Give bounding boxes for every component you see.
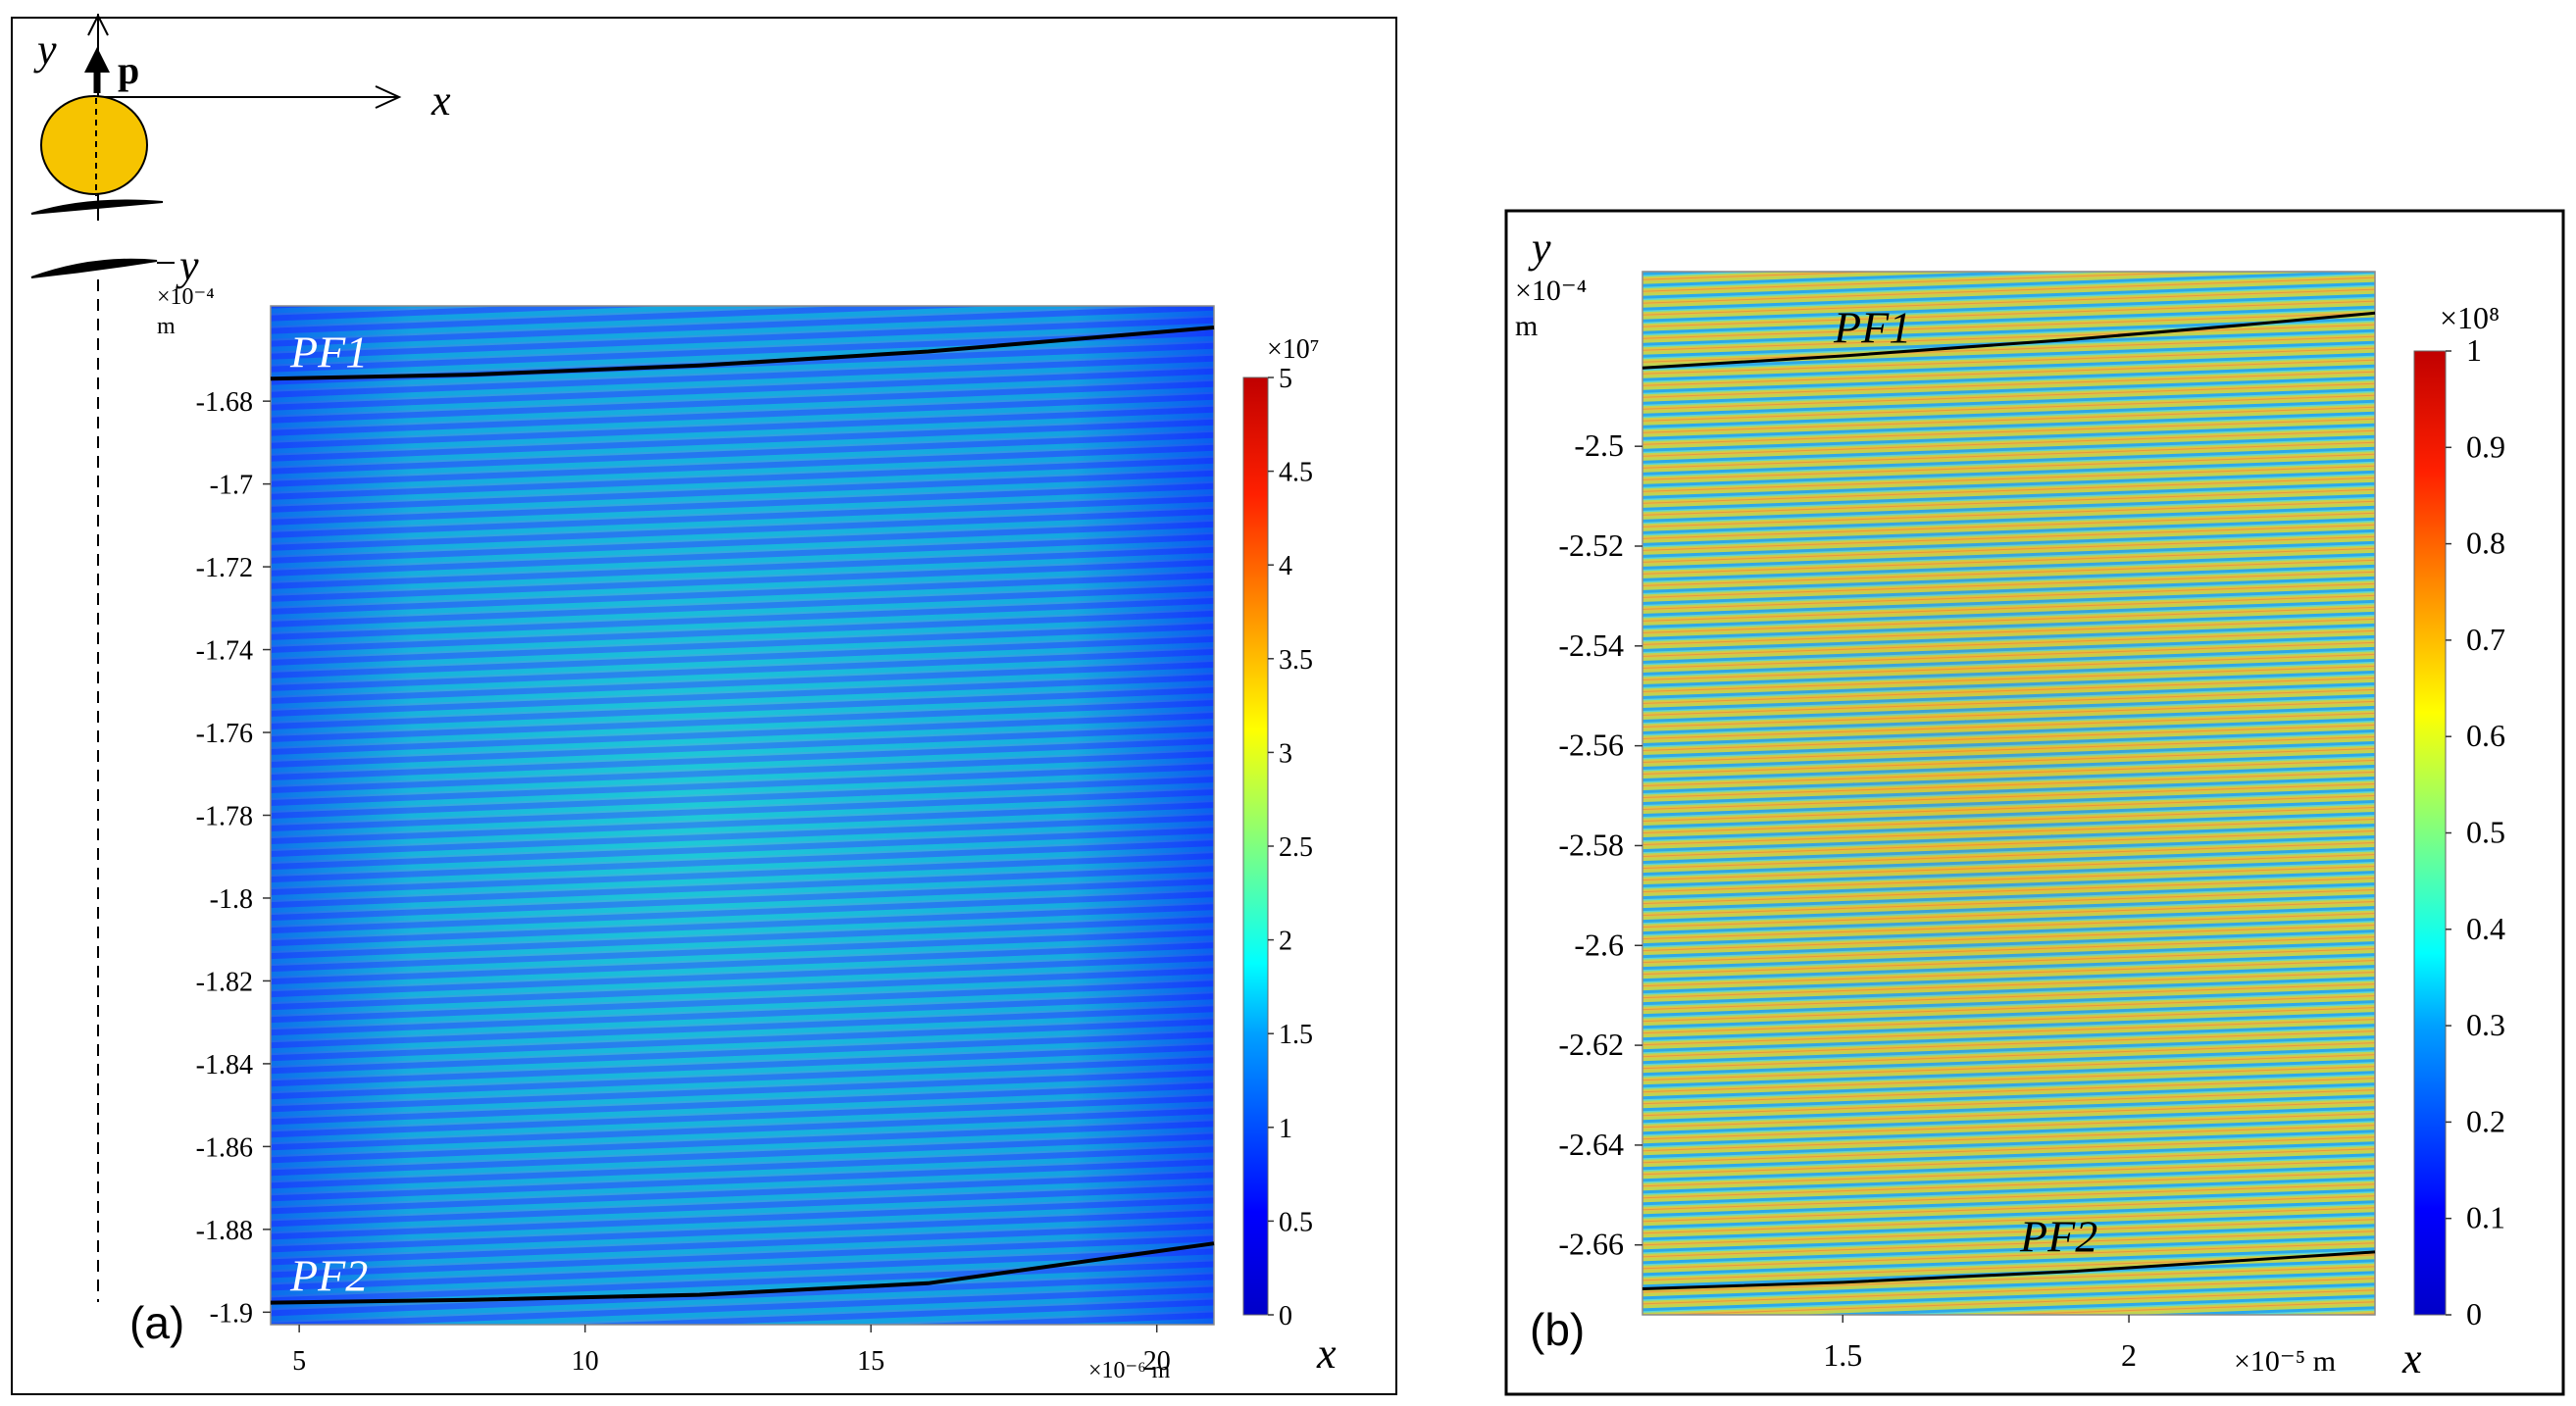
y-tick-label: -1.7 (210, 471, 253, 501)
x-tick-label: 2 (2121, 1337, 2137, 1373)
y-tick-label: -1.68 (196, 387, 253, 418)
x-tick-label: 1.5 (1823, 1337, 1862, 1373)
heatmap-b-glow (1642, 272, 2375, 1315)
y-tick-label: -2.58 (1558, 827, 1624, 862)
y-tick-label: -1.74 (196, 636, 253, 667)
colorbar-tick-label: 3.5 (1279, 645, 1313, 676)
colorbar (2413, 350, 2447, 1316)
y-tick-label: -2.66 (1558, 1227, 1624, 1262)
b-x-letter: x (2401, 1334, 2422, 1382)
colorbar-tick-label: 5 (1279, 364, 1292, 394)
colorbar-tick-label: 0.1 (2466, 1200, 2505, 1235)
line-label-pf2: PF2 (2019, 1212, 2097, 1262)
colorbar-tick-label: 2.5 (1279, 832, 1313, 863)
colorbar-tick-label: 0.6 (2466, 718, 2505, 753)
line-label-pf1: PF1 (289, 326, 368, 377)
colorbar-tick-label: 0.3 (2466, 1007, 2505, 1042)
y-tick-label: -2.56 (1558, 728, 1624, 763)
panel-a: PF1 PF2 -1.68 -1.7 -1.72 -1.74 -1.76 -1.78 -1.8… (129, 284, 1337, 1383)
colorbar-tick-label: 1 (2466, 332, 2482, 368)
b-y-letter: y (1528, 224, 1551, 272)
heatmap-b-frame (1642, 271, 2376, 1316)
x-tick-label: 20 (1143, 1346, 1171, 1377)
lens-icon (30, 258, 158, 278)
inset-y-label: y (33, 25, 57, 74)
line-pf1 (270, 326, 1215, 381)
line-label-pf2: PF2 (289, 1251, 368, 1301)
y-tick-label: -2.52 (1558, 527, 1624, 563)
b-y-exponent: ×10⁻⁴ (1515, 275, 1587, 307)
colorbar-tick-label: 3 (1279, 738, 1292, 769)
colorbar-tick-label: 1.5 (1279, 1020, 1313, 1050)
colorbar-tick-label: 2 (1279, 927, 1292, 957)
lens-y-label: y (176, 241, 199, 289)
y-tick-label: -1.88 (196, 1216, 253, 1246)
colorbar (1242, 377, 1269, 1316)
colorbar-exponent: ×10⁷ (1267, 334, 1320, 365)
y-tick-label: -2.62 (1558, 1027, 1624, 1062)
colorbar-tick-label: 0.5 (1279, 1207, 1313, 1237)
y-tick-label: -2.64 (1558, 1127, 1624, 1162)
colorbar-tick-label: 4.5 (1279, 458, 1313, 488)
x-tick-label: 15 (857, 1346, 884, 1377)
colorbar-tick-label: 0.5 (2466, 815, 2505, 850)
line-pf2 (1642, 1250, 2376, 1290)
line-label-pf1: PF1 (1833, 302, 1911, 352)
y-tick-label: -1.82 (196, 967, 253, 997)
panel-b: PF1 PF2 -2.5 -2.52 -2.54 -2.56 -2.58 -2.6 -2.62… (1515, 224, 2505, 1382)
x-tick-label: 5 (292, 1346, 306, 1377)
a-y-unit: m (157, 314, 176, 339)
colorbar-tick-label: 0.8 (2466, 526, 2505, 561)
a-x-letter: x (1316, 1330, 1337, 1378)
colorbar-tick-label: 0.9 (2466, 428, 2505, 464)
inset-schematic: p y x y (30, 13, 451, 1302)
y-tick-label: -1.86 (196, 1132, 253, 1163)
y-tick-label: -1.72 (196, 553, 253, 583)
colorbar-tick-label: 0.7 (2466, 622, 2505, 657)
surface-top-icon (30, 199, 164, 215)
particle-icon (40, 95, 148, 195)
inset-p-label: p (118, 48, 139, 92)
y-tick-label: -1.9 (210, 1298, 253, 1329)
y-tick-label: -2.6 (1574, 927, 1624, 962)
y-tick-label: -2.5 (1574, 427, 1624, 463)
y-tick-label: -2.54 (1558, 628, 1624, 663)
y-tick-label: -1.84 (196, 1050, 253, 1080)
inset-y-arrowhead (87, 13, 109, 36)
a-y-exponent: ×10⁻⁴ (157, 284, 215, 310)
y-tick-label: -1.78 (196, 802, 253, 832)
b-x-unit: ×10⁻⁵ m (2234, 1345, 2336, 1378)
line-pf2 (270, 1241, 1215, 1305)
inset-x-label: x (430, 76, 451, 125)
x-tick-label: 10 (572, 1346, 599, 1377)
y-tick-label: -1.8 (210, 884, 253, 915)
heatmap-a-edge (271, 306, 1214, 1325)
y-tick-label: -1.76 (196, 719, 253, 749)
colorbar-tick-label: 1 (1279, 1114, 1292, 1144)
panel-a-frame (11, 17, 1397, 1395)
colorbar-tick-label: 0 (1279, 1301, 1292, 1331)
b-panel-label: (b) (1530, 1304, 1585, 1355)
colorbar-tick-label: 4 (1279, 551, 1292, 581)
colorbar-tick-label: 0.2 (2466, 1103, 2505, 1138)
colorbar-tick-label: 0.4 (2466, 911, 2505, 946)
colorbar-exponent: ×10⁸ (2440, 300, 2500, 335)
a-panel-label: (a) (129, 1297, 184, 1348)
panel-b-frame (1504, 209, 2565, 1396)
b-y-unit: m (1515, 310, 1538, 342)
colorbar-tick-label: 0 (2466, 1296, 2482, 1331)
dipole-arrowhead (84, 47, 110, 73)
inset-x-arrowhead (375, 85, 402, 109)
line-pf1 (1642, 311, 2376, 370)
a-x-unit: ×10⁻⁶ m (1088, 1358, 1171, 1383)
